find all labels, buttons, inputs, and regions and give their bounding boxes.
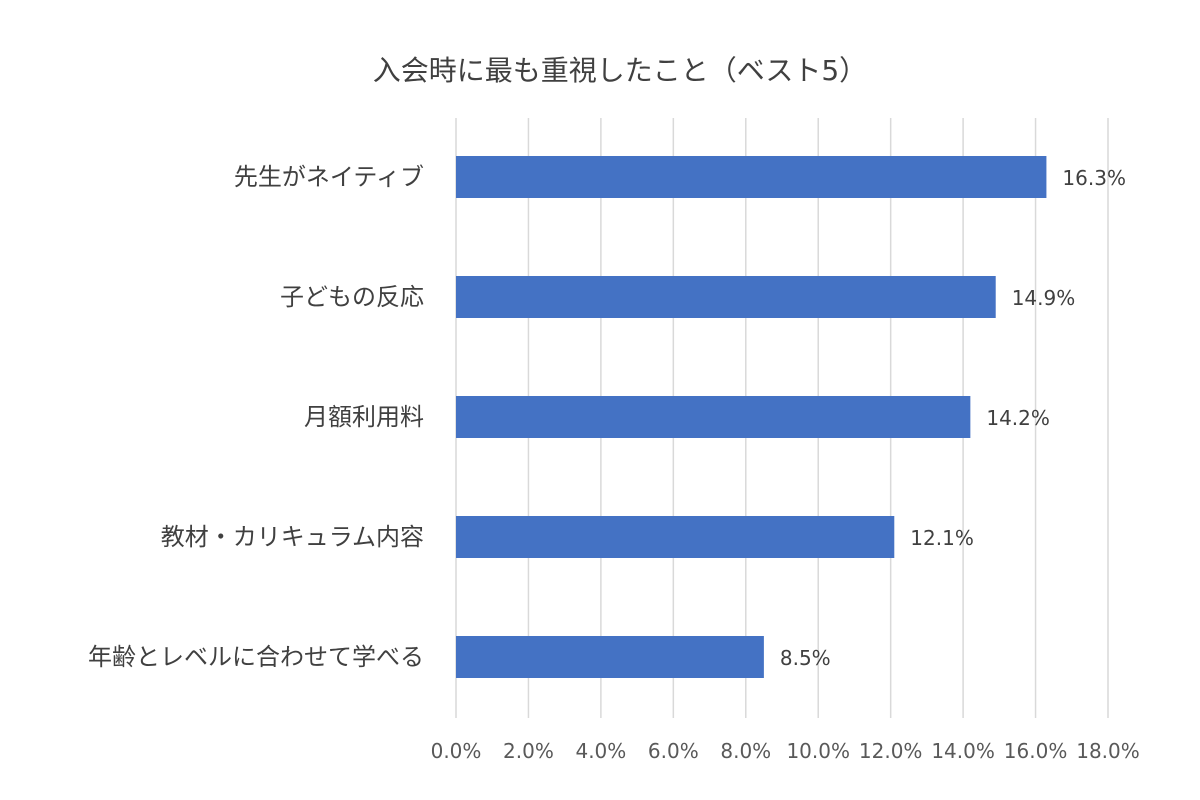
- x-axis-tick-labels: 0.0% 2.0% 4.0% 6.0% 8.0% 10.0% 12.0% 14.0% 16.0%…: [431, 739, 1140, 763]
- x-tick-label: 18.0%: [1076, 739, 1140, 763]
- x-tick-label: 12.0%: [859, 739, 923, 763]
- category-labels: 先生がネイティブ子どもの反応月額利用料教材・カリキュラム内容年齢とレベルに合わせ…: [88, 163, 424, 671]
- chart-title: 入会時に最も重視したこと（ベスト5）: [373, 54, 867, 87]
- value-labels: 16.3% 14.9% 14.2% 12.1% 8.5%: [780, 166, 1126, 670]
- x-tick-label: 2.0%: [503, 739, 554, 763]
- x-tick-label: 16.0%: [1004, 739, 1068, 763]
- category-label: 年齢とレベルに合わせて学べる: [88, 643, 424, 671]
- data-label: 14.9%: [1012, 286, 1076, 310]
- x-tick-label: 14.0%: [931, 739, 995, 763]
- category-label: 先生がネイティブ: [234, 163, 424, 191]
- category-label: 月額利用料: [304, 403, 424, 431]
- x-tick-label: 10.0%: [786, 739, 850, 763]
- x-tick-label: 6.0%: [648, 739, 699, 763]
- bar: [456, 516, 895, 558]
- category-label: 子どもの反応: [280, 283, 424, 311]
- bar: [456, 396, 971, 438]
- data-label: 12.1%: [910, 526, 974, 550]
- category-label: 教材・カリキュラム内容: [161, 523, 424, 551]
- x-tick-label: 4.0%: [575, 739, 626, 763]
- bar: [456, 276, 996, 318]
- bar: [456, 636, 764, 678]
- bars: [456, 156, 1047, 678]
- x-tick-label: 0.0%: [431, 739, 482, 763]
- data-label: 8.5%: [780, 646, 831, 670]
- x-tick-label: 8.0%: [720, 739, 771, 763]
- data-label: 14.2%: [986, 406, 1050, 430]
- bar: [456, 156, 1047, 198]
- data-label: 16.3%: [1062, 166, 1126, 190]
